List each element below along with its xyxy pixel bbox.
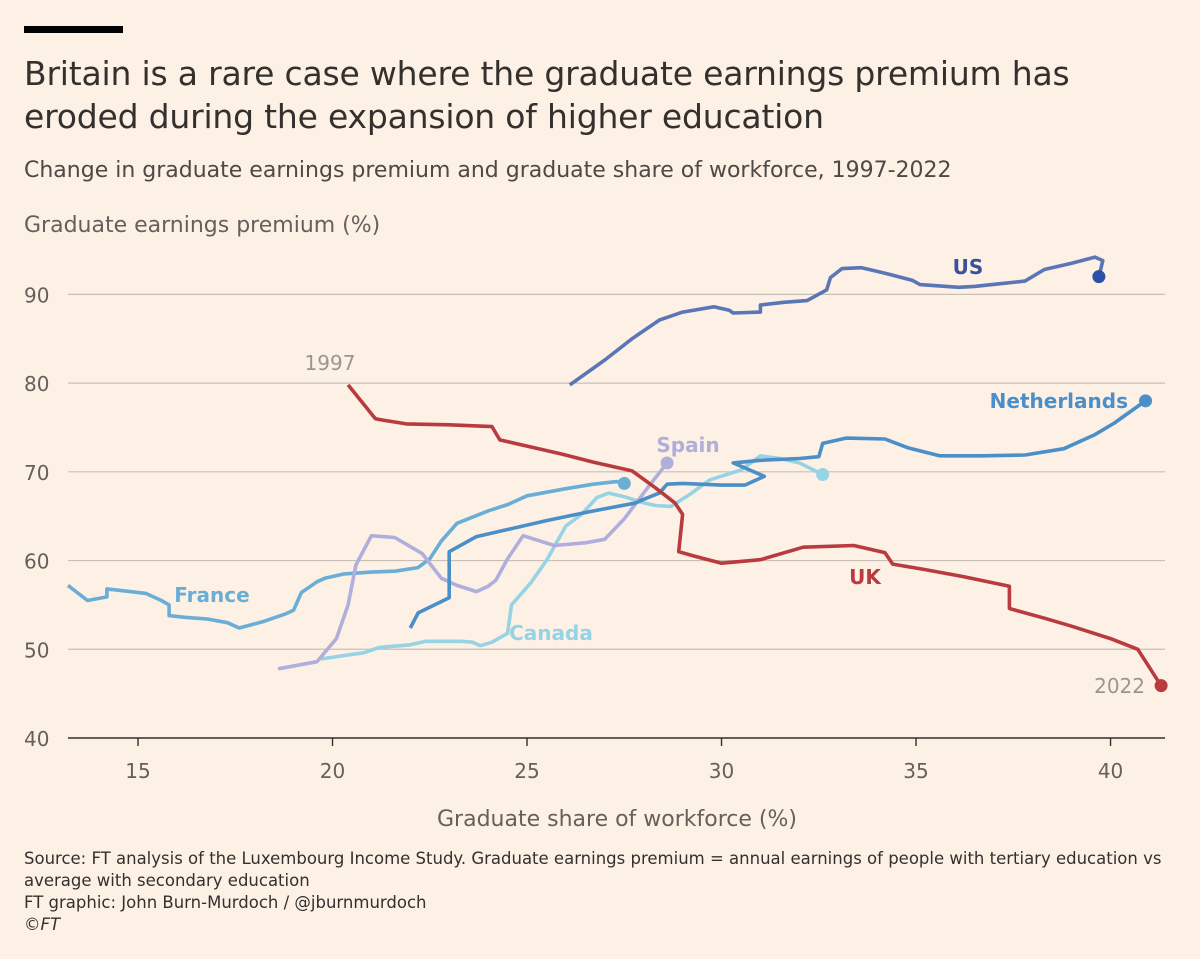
series-label-netherlands: Netherlands	[990, 389, 1128, 413]
footer-copyright: ©FT	[24, 915, 61, 934]
y-tick-label: 60	[24, 550, 49, 574]
series-end-marker-uk	[1154, 679, 1168, 693]
y-tick-label: 50	[24, 638, 49, 662]
y-axis-title: Graduate earnings premium (%)	[24, 213, 381, 238]
x-tick-label: 30	[709, 759, 734, 783]
series-label-france: France	[174, 583, 249, 607]
y-tick-label: 70	[24, 461, 49, 485]
series-line-france	[66, 479, 625, 630]
annotation-year-2022: 2022	[1094, 674, 1145, 698]
brand-top-bar	[24, 26, 123, 33]
x-tick-label: 25	[514, 759, 539, 783]
y-tick-label: 90	[24, 283, 49, 307]
series-label-canada: Canada	[509, 621, 593, 645]
series-line-us	[568, 255, 1105, 387]
series-line-canada	[320, 454, 824, 661]
annotation-year-1997: 1997	[305, 351, 356, 375]
chart-title: Britain is a rare case where the graduat…	[24, 54, 1070, 136]
footer: Source: FT analysis of the Luxembourg In…	[24, 848, 1174, 936]
series-line-netherlands	[408, 399, 1147, 629]
x-tick-label: 35	[903, 759, 928, 783]
series-label-us: US	[953, 255, 984, 279]
axis-ticks: 40 50 60 70 80 90 15 20 25 30 35 40	[24, 283, 1123, 783]
grid-lines	[68, 293, 1165, 739]
footer-source: Source: FT analysis of the Luxembourg In…	[24, 849, 1162, 890]
series-end-marker-us	[1092, 270, 1106, 284]
y-tick-label: 40	[24, 727, 49, 751]
series-lines	[66, 255, 1168, 693]
footer-credit: FT graphic: John Burn-Murdoch / @jburnmu…	[24, 893, 427, 912]
series-end-marker-netherlands	[1139, 394, 1153, 408]
series-end-marker-france	[617, 476, 631, 490]
series-label-uk: UK	[849, 565, 882, 589]
x-tick-label: 15	[125, 759, 150, 783]
x-tick-label: 20	[320, 759, 345, 783]
chart-subtitle: Change in graduate earnings premium and …	[24, 158, 952, 183]
y-tick-label: 80	[24, 372, 49, 396]
series-end-marker-spain	[660, 456, 674, 470]
annotations: France Canada Spain Netherlands US UK 1997 2022	[174, 255, 1145, 698]
series-label-spain: Spain	[656, 433, 719, 457]
x-axis-title: Graduate share of workforce (%)	[437, 807, 797, 832]
series-end-marker-canada	[816, 467, 830, 481]
x-tick-label: 40	[1098, 759, 1123, 783]
series-line-uk	[346, 383, 1163, 687]
series-line-spain	[277, 461, 669, 671]
